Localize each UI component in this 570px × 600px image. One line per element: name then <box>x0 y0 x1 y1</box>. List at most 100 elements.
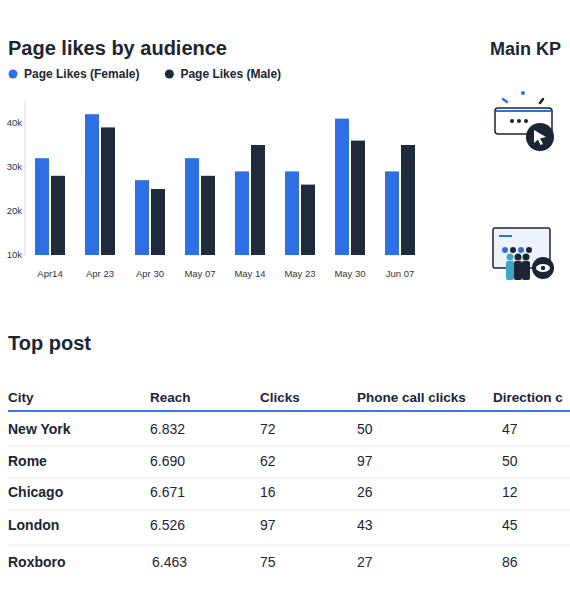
y-axis-line <box>25 101 26 255</box>
table-cell: 47 <box>502 421 518 437</box>
table-cell: 6.832 <box>150 421 185 437</box>
x-tick-label: Apr 23 <box>86 268 114 279</box>
chart-title: Page likes by audience <box>8 37 227 59</box>
legend-swatch <box>165 70 174 79</box>
icon-head <box>507 254 514 261</box>
table-cell: 6.526 <box>150 517 185 533</box>
table-city: Rome <box>8 453 47 469</box>
table-cell: 62 <box>260 453 276 469</box>
table-cell: 43 <box>357 517 373 533</box>
table-cell: 45 <box>502 517 518 533</box>
icon-head <box>515 254 522 261</box>
icon-eye <box>536 264 550 272</box>
y-tick <box>22 167 25 168</box>
y-tick <box>22 255 25 256</box>
row-rule <box>8 510 570 511</box>
icon-head <box>510 247 516 253</box>
icon-head <box>526 247 532 253</box>
x-tick-label: May 23 <box>284 268 315 279</box>
icon-cursor-bg <box>526 123 554 151</box>
bar <box>335 119 349 255</box>
table-header: Reach <box>150 390 191 405</box>
table-cell: 16 <box>260 484 276 500</box>
table-cell: 6.463 <box>152 554 187 570</box>
y-tick-label: 10k <box>7 249 23 260</box>
icon-eye-bg <box>532 257 554 279</box>
icon-pupil <box>541 266 545 270</box>
icon-bar <box>499 235 512 237</box>
legend-label: Page Likes (Female) <box>24 67 139 81</box>
table-cell: 97 <box>260 517 276 533</box>
x-tick-label: May 14 <box>234 268 265 279</box>
table-cell: 50 <box>357 421 373 437</box>
x-tick-label: Jun 07 <box>386 268 415 279</box>
bar <box>401 145 415 255</box>
y-tick <box>22 211 25 212</box>
y-tick-label: 20k <box>7 205 23 216</box>
bar <box>51 176 65 255</box>
table-title: Top post <box>8 332 91 354</box>
table-cell: 27 <box>357 554 373 570</box>
bar <box>85 114 99 255</box>
bar <box>201 176 215 255</box>
table-header: Phone call clicks <box>357 390 466 405</box>
table-city: Chicago <box>8 484 63 500</box>
y-tick-label: 40k <box>7 117 23 128</box>
x-tick-label: May 30 <box>334 268 365 279</box>
icon-head <box>502 247 508 253</box>
bar <box>101 127 115 255</box>
bars <box>35 114 415 255</box>
table-cell: 50 <box>502 453 518 469</box>
table-header: Direction c <box>493 390 563 405</box>
table-header: City <box>8 390 34 405</box>
icon-spark <box>540 99 543 103</box>
icon-cursor <box>534 130 546 145</box>
table-cell: 6.690 <box>150 453 185 469</box>
icon-click <box>495 91 554 151</box>
bar <box>135 180 149 255</box>
icon-body <box>514 261 522 280</box>
table-header: Clicks <box>260 390 300 405</box>
bar <box>235 171 249 255</box>
table-cell: 12 <box>502 484 518 500</box>
icon-head <box>523 254 530 261</box>
y-tick <box>22 123 25 124</box>
bar <box>351 141 365 255</box>
icon-dot <box>517 119 521 123</box>
icon-body <box>522 261 530 280</box>
icon-bar <box>496 110 551 112</box>
table-cell: 26 <box>357 484 373 500</box>
table-cell: 97 <box>357 453 373 469</box>
row-rule <box>8 478 570 479</box>
icon-head <box>518 247 524 253</box>
icon-audience <box>493 228 554 280</box>
legend-label: Page Likes (Male) <box>180 67 281 81</box>
icon-dot <box>510 119 514 123</box>
table-city: New York <box>8 421 71 437</box>
table-cell: 75 <box>260 554 276 570</box>
kpi-heading: Main KP <box>490 39 561 59</box>
icon-body <box>506 261 514 280</box>
bar <box>35 158 49 255</box>
x-tick-label: Apr 30 <box>136 268 164 279</box>
icon-dot <box>524 119 528 123</box>
table-city: London <box>8 517 59 533</box>
table-cell: 72 <box>260 421 276 437</box>
bar <box>185 158 199 255</box>
header-rule <box>8 410 570 412</box>
icon-spark <box>503 99 507 102</box>
page: Page likes by audience Page Likes (Female… <box>0 0 570 600</box>
bar <box>151 189 165 255</box>
x-tick-label: Apr14 <box>37 268 62 279</box>
bar <box>385 171 399 255</box>
row-rule <box>8 446 570 447</box>
y-tick-label: 30k <box>7 161 23 172</box>
icon-dot <box>521 91 525 95</box>
table-city: Roxboro <box>8 554 66 570</box>
legend: Page Likes (Female) Page Likes (Male) <box>9 67 282 81</box>
bar <box>301 185 315 255</box>
legend-swatch <box>9 70 18 79</box>
bar <box>285 171 299 255</box>
table-cell: 86 <box>502 554 518 570</box>
row-rule <box>8 545 570 546</box>
